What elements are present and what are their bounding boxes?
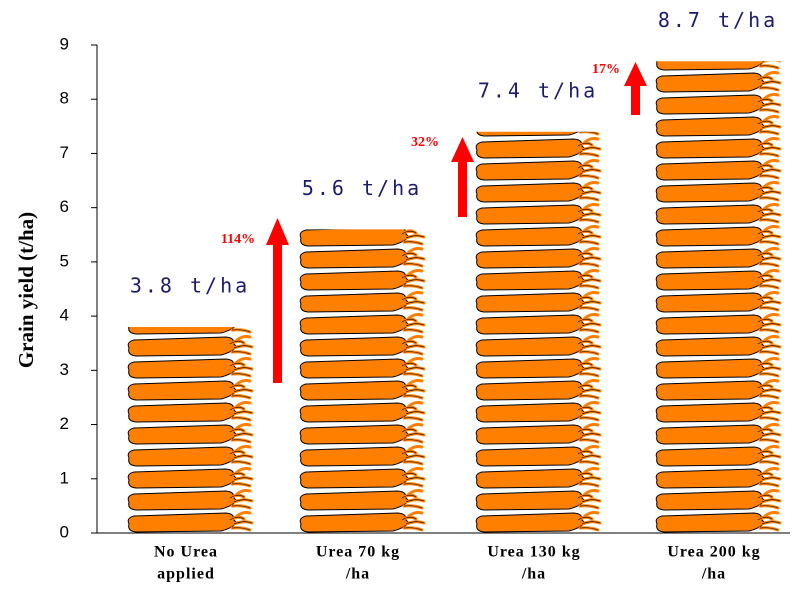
- value-label: 7.4 t/ha: [478, 78, 598, 102]
- arrow: [624, 62, 647, 115]
- x-tick-label: applied: [157, 566, 215, 583]
- x-tick-label: /ha: [521, 566, 546, 583]
- increase-label: 17%: [592, 62, 620, 77]
- sack-stack: [474, 131, 604, 533]
- y-tick-label: 4: [60, 306, 69, 325]
- y-tick-label: 0: [60, 522, 69, 541]
- y-tick-label: 7: [60, 143, 69, 162]
- y-tick-label: 8: [60, 89, 69, 108]
- value-label: 3.8 t/ha: [130, 273, 250, 297]
- y-tick-label: 5: [60, 251, 69, 270]
- increase-label: 114%: [221, 232, 255, 247]
- sack-stack: [126, 326, 256, 533]
- x-tick-label: Urea 200 kg: [667, 544, 760, 561]
- sack-stack: [298, 229, 428, 533]
- arrows: [266, 62, 647, 383]
- increase-label: 32%: [411, 135, 439, 150]
- x-tick-label: Urea 130 kg: [487, 544, 580, 561]
- x-tick-label: /ha: [701, 566, 726, 583]
- y-tick-label: 1: [60, 468, 69, 487]
- x-tick-label: Urea 70 kg: [316, 544, 400, 561]
- arrow: [451, 137, 474, 217]
- y-tick-label: 2: [60, 414, 69, 433]
- sack-stack: [654, 61, 784, 534]
- x-tick-label: /ha: [345, 566, 370, 583]
- y-tick-label: 3: [60, 360, 69, 379]
- arrow: [266, 218, 289, 383]
- y-tick-label: 6: [60, 197, 69, 216]
- value-label: 8.7 t/ha: [658, 8, 778, 32]
- x-tick-label: No Urea: [154, 544, 218, 561]
- value-label: 5.6 t/ha: [302, 176, 422, 200]
- y-tick-label: 9: [60, 34, 69, 53]
- y-axis-label: Grain yield (t/ha): [14, 212, 38, 368]
